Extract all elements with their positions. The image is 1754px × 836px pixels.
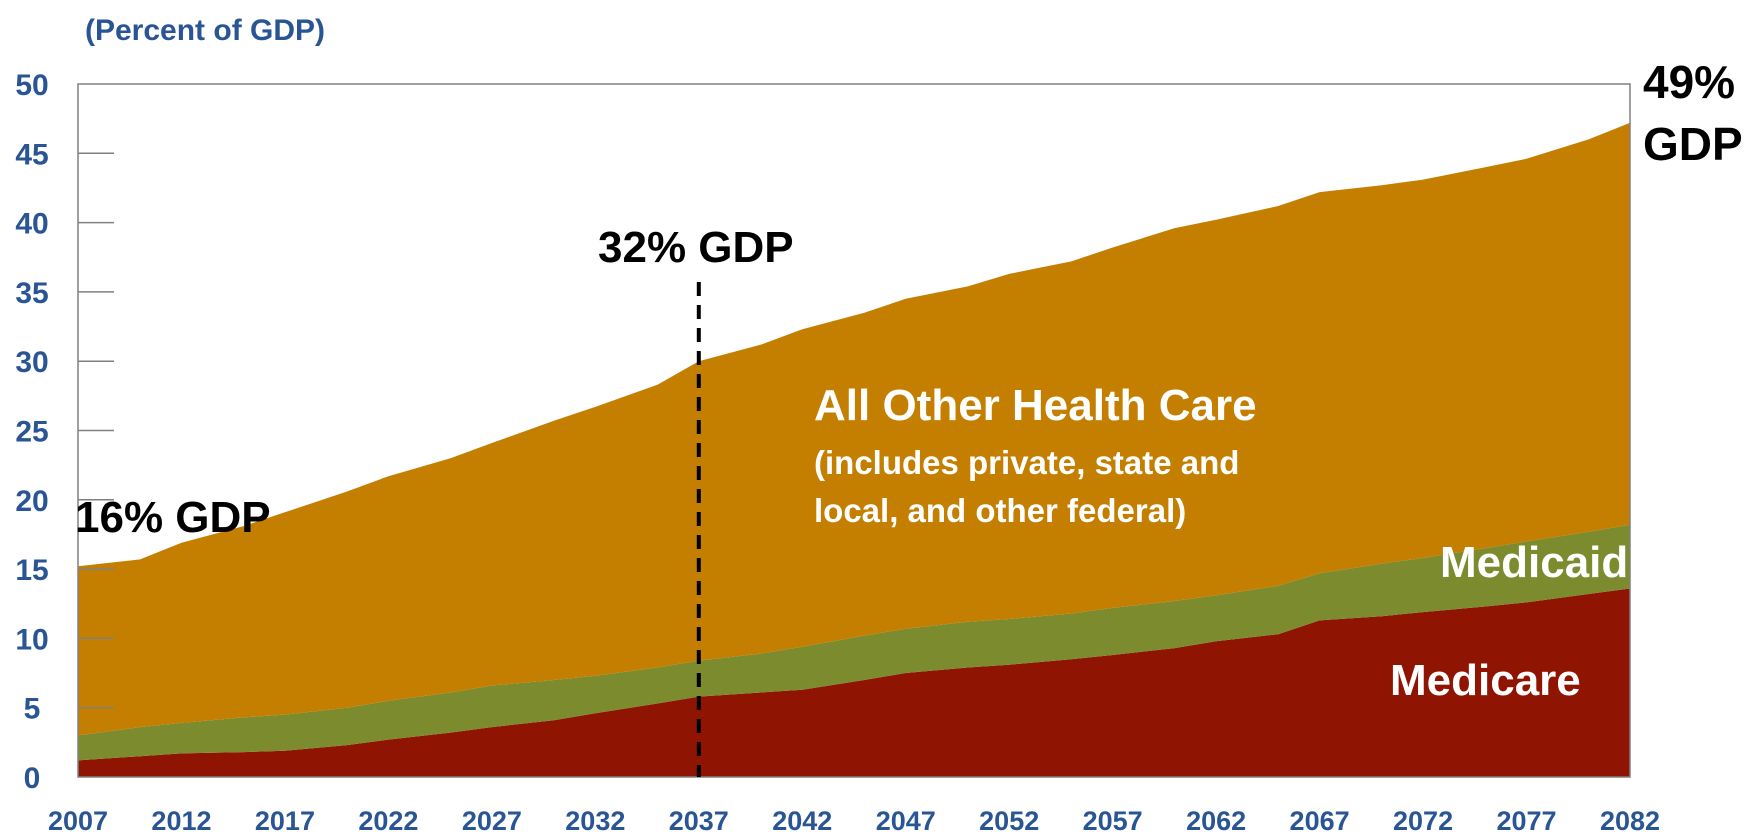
x-tick-label: 2047: [876, 806, 936, 836]
y-tick-label: 5: [24, 693, 41, 726]
x-tick-label: 2052: [979, 806, 1039, 836]
y-tick-label: 0: [24, 762, 41, 795]
y-tick-label: 20: [15, 485, 48, 518]
y-axis-label: (Percent of GDP): [85, 14, 325, 47]
x-tick-label: 2007: [48, 806, 108, 836]
area-medicare: [78, 588, 1630, 777]
end-annotation-line1: 49%: [1643, 56, 1735, 108]
area-all-other-health-care: [78, 122, 1630, 736]
medicaid-label: Medicaid: [1440, 538, 1628, 587]
x-tick-label: 2032: [565, 806, 625, 836]
x-tick-label: 2022: [358, 806, 418, 836]
x-tick-label: 2077: [1496, 806, 1556, 836]
other-health-care-sub2: local, and other federal): [814, 492, 1186, 529]
x-axis-ticks: 2007 2012 2017 2022 2027 2032 2037 2042 2047 2052…: [48, 806, 1660, 836]
x-tick-label: 2012: [151, 806, 211, 836]
x-tick-label: 2042: [772, 806, 832, 836]
other-health-care-sub1: (includes private, state and: [814, 444, 1239, 481]
x-tick-label: 2037: [669, 806, 729, 836]
start-annotation: 16% GDP: [75, 493, 271, 542]
medicare-label: Medicare: [1390, 656, 1581, 705]
end-annotation-line2: GDP: [1643, 118, 1743, 170]
marker-annotation: 32% GDP: [598, 223, 794, 272]
x-tick-label: 2027: [462, 806, 522, 836]
x-tick-label: 2082: [1600, 806, 1660, 836]
y-tick-label: 10: [15, 623, 48, 656]
y-axis-ticks: 0 5 10 15 20 25 30 35 40 45 50: [15, 69, 114, 795]
y-tick-label: 15: [15, 554, 48, 587]
x-tick-label: 2067: [1290, 806, 1350, 836]
y-tick-label: 45: [15, 138, 48, 171]
x-tick-label: 2072: [1393, 806, 1453, 836]
y-tick-label: 30: [15, 346, 48, 379]
y-tick-label: 35: [15, 277, 48, 310]
x-tick-label: 2062: [1186, 806, 1246, 836]
area-medicaid: [78, 524, 1630, 761]
x-tick-label: 2057: [1083, 806, 1143, 836]
y-tick-label: 40: [15, 208, 48, 241]
other-health-care-label: All Other Health Care: [814, 381, 1257, 430]
x-tick-label: 2017: [255, 806, 315, 836]
y-tick-label: 50: [15, 69, 48, 102]
chart-areas: [78, 122, 1630, 777]
y-tick-label: 25: [15, 416, 48, 449]
